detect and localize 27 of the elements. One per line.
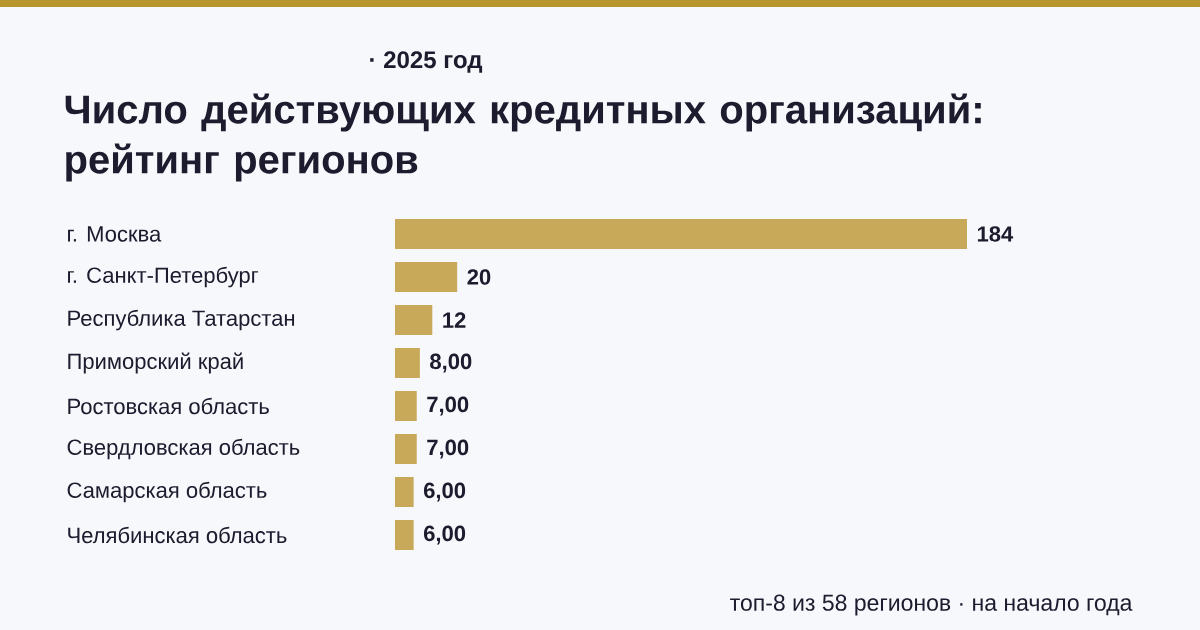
data-label: 7,00: [427, 396, 469, 416]
data-label: 6,00: [423, 482, 466, 502]
bar: [395, 305, 433, 336]
bar: [395, 477, 414, 507]
bar: [395, 262, 458, 293]
chart-title: Число действующих кредитных организаций: рейтинг регионов: [65, 93, 981, 182]
data-label: 12: [443, 312, 466, 328]
bar: [395, 434, 417, 464]
y-tick-label: Республика Татарстан: [68, 309, 295, 331]
y-tick-label: Приморский край: [68, 352, 243, 374]
y-tick-label: Самарская область: [67, 481, 267, 503]
data-label: 8,00: [430, 353, 472, 373]
bar: [395, 391, 417, 421]
data-label: 7,00: [427, 439, 469, 459]
bar: [395, 219, 967, 250]
y-tick-label: г. Санкт-Петербург: [68, 266, 259, 288]
y-tick-label: Свердловская область: [67, 438, 300, 460]
data-label: 6,00: [423, 525, 466, 545]
y-tick-label: г. Москва: [68, 226, 162, 242]
data-label: 20: [467, 269, 491, 285]
data-label: 184: [977, 226, 1014, 242]
bar: [395, 348, 420, 379]
bar: [395, 520, 414, 550]
chart-subtitle: · 2025 год: [370, 51, 483, 73]
y-tick-label: Ростовская область: [68, 397, 269, 415]
y-tick-label: Челябинская область: [68, 526, 287, 544]
text: топ-8 из 58 регионов · на начало года: [730, 594, 1133, 616]
